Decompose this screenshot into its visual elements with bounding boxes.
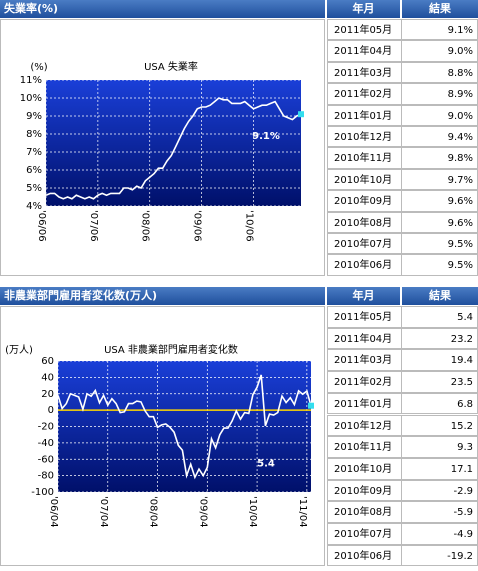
y-tick-label: 0	[48, 405, 54, 416]
date-cell: 2011年03月	[327, 61, 402, 84]
data-line	[45, 97, 302, 200]
end-marker	[308, 402, 314, 409]
value-cell: 9.8%	[401, 147, 478, 169]
date-cell: 2010年10月	[327, 457, 402, 480]
plot-area	[46, 80, 301, 206]
value-cell: 6.8	[401, 392, 478, 415]
value-cell: 9.6%	[401, 211, 478, 233]
y-unit: (%)	[30, 62, 47, 73]
date-cell: 2011年02月	[327, 371, 402, 393]
x-tick-label: '10/06	[243, 210, 254, 242]
date-cell: 2010年08月	[327, 211, 402, 233]
y-tick-label: -100	[31, 487, 54, 498]
y-tick-label: 60	[41, 356, 54, 367]
y-tick-label: -60	[38, 454, 54, 465]
date-cell: 2011年04月	[327, 327, 402, 350]
value-cell: 9.1%	[401, 19, 478, 41]
date-cell: 2010年07月	[327, 233, 402, 255]
annotation: 9.1%	[252, 131, 280, 142]
date-cell: 2010年06月	[327, 544, 402, 567]
x-tick-label: '07/06	[88, 210, 99, 242]
value-cell: 8.9%	[401, 83, 478, 105]
y-tick-label: 9%	[26, 111, 42, 122]
chart: USA 非農業部門雇用者変化数 (万人) -100 -80 -60 -40 -20 0 20 40…	[5, 343, 314, 528]
y-tick-label: 5%	[26, 183, 42, 194]
x-tick-label: '09/04	[197, 496, 208, 528]
value-cell: 15.2	[401, 414, 478, 437]
date-cell: 2011年05月	[327, 19, 402, 41]
x-tick-label: '06/04	[48, 496, 59, 528]
chart: USA 失業率 (%) 4% 5% 6% 7% 8% 9% 10% 11% '06/06 '07/06…	[20, 60, 304, 242]
value-cell: -4.9	[401, 523, 478, 545]
value-cell: 9.0%	[401, 104, 478, 126]
x-tick-label: '08/06	[140, 210, 151, 242]
date-cell: 2010年12月	[327, 126, 402, 148]
y-tick-label: 11%	[20, 75, 42, 86]
chart-box: USA 失業率 (%) 4% 5% 6% 7% 8% 9% 10% 11% '06/06 '07/06…	[0, 19, 325, 276]
x-tick-label: '07/04	[98, 496, 109, 528]
date-cell: 2011年01月	[327, 392, 402, 415]
date-cell: 2010年09月	[327, 479, 402, 502]
data-line	[57, 374, 312, 480]
date-cell: 2011年04月	[327, 40, 402, 62]
date-cell: 2010年11月	[327, 436, 402, 458]
chart-title: USA 非農業部門雇用者変化数	[104, 343, 238, 356]
y-tick-label: -20	[38, 422, 54, 433]
date-cell: 2010年12月	[327, 414, 402, 437]
y-unit: (万人)	[5, 344, 33, 356]
value-cell: 9.5%	[401, 233, 478, 255]
x-tick-label: '09/06	[192, 210, 203, 242]
value-cell: 17.1	[401, 457, 478, 480]
value-cell: 19.4	[401, 349, 478, 372]
date-cell: 2011年03月	[327, 349, 402, 372]
column-header: 結果	[402, 0, 478, 18]
value-cell: 8.8%	[401, 61, 478, 84]
value-cell: 9.5%	[401, 254, 478, 276]
y-tick-label: -80	[38, 471, 54, 482]
annotation: 5.4	[257, 459, 275, 470]
x-tick-label: '08/04	[148, 496, 159, 528]
y-tick-label: 7%	[26, 147, 42, 158]
x-tick-label: '11/04	[297, 496, 308, 528]
value-cell: 23.2	[401, 327, 478, 350]
date-cell: 2010年07月	[327, 523, 402, 545]
y-tick-label: -40	[38, 438, 54, 449]
date-cell: 2011年02月	[327, 83, 402, 105]
x-tick-label: '06/06	[36, 210, 47, 242]
date-cell: 2011年01月	[327, 104, 402, 126]
value-cell: -2.9	[401, 479, 478, 502]
panel-title: 失業率(%)	[0, 0, 325, 18]
value-cell: 9.0%	[401, 40, 478, 62]
date-cell: 2011年05月	[327, 306, 402, 328]
y-tick-label: 10%	[20, 93, 42, 104]
value-cell: -5.9	[401, 501, 478, 523]
value-cell: 23.5	[401, 371, 478, 393]
y-tick-label: 40	[41, 372, 54, 383]
column-header: 結果	[402, 287, 478, 305]
end-marker	[298, 111, 304, 118]
value-cell: 9.3	[401, 436, 478, 458]
value-cell: -19.2	[401, 544, 478, 567]
y-tick-label: 6%	[26, 165, 42, 176]
date-cell: 2010年08月	[327, 501, 402, 523]
date-cell: 2010年06月	[327, 254, 402, 276]
x-tick-label: '10/04	[247, 496, 258, 528]
date-cell: 2010年10月	[327, 168, 402, 191]
date-cell: 2010年09月	[327, 190, 402, 212]
column-header: 年月	[327, 0, 400, 18]
value-cell: 9.7%	[401, 168, 478, 191]
value-cell: 9.6%	[401, 190, 478, 212]
panel-title: 非農業部門雇用者変化数(万人)	[0, 287, 325, 305]
value-cell: 9.4%	[401, 126, 478, 148]
plot-area	[58, 361, 311, 492]
column-header: 年月	[327, 287, 400, 305]
y-tick-label: 20	[41, 389, 54, 400]
chart-title: USA 失業率	[144, 60, 198, 73]
value-cell: 5.4	[401, 306, 478, 328]
chart-box: USA 非農業部門雇用者変化数 (万人) -100 -80 -60 -40 -20 0 20 40…	[0, 306, 325, 567]
y-tick-label: 4%	[26, 201, 42, 212]
y-tick-label: 8%	[26, 129, 42, 140]
date-cell: 2010年11月	[327, 147, 402, 169]
